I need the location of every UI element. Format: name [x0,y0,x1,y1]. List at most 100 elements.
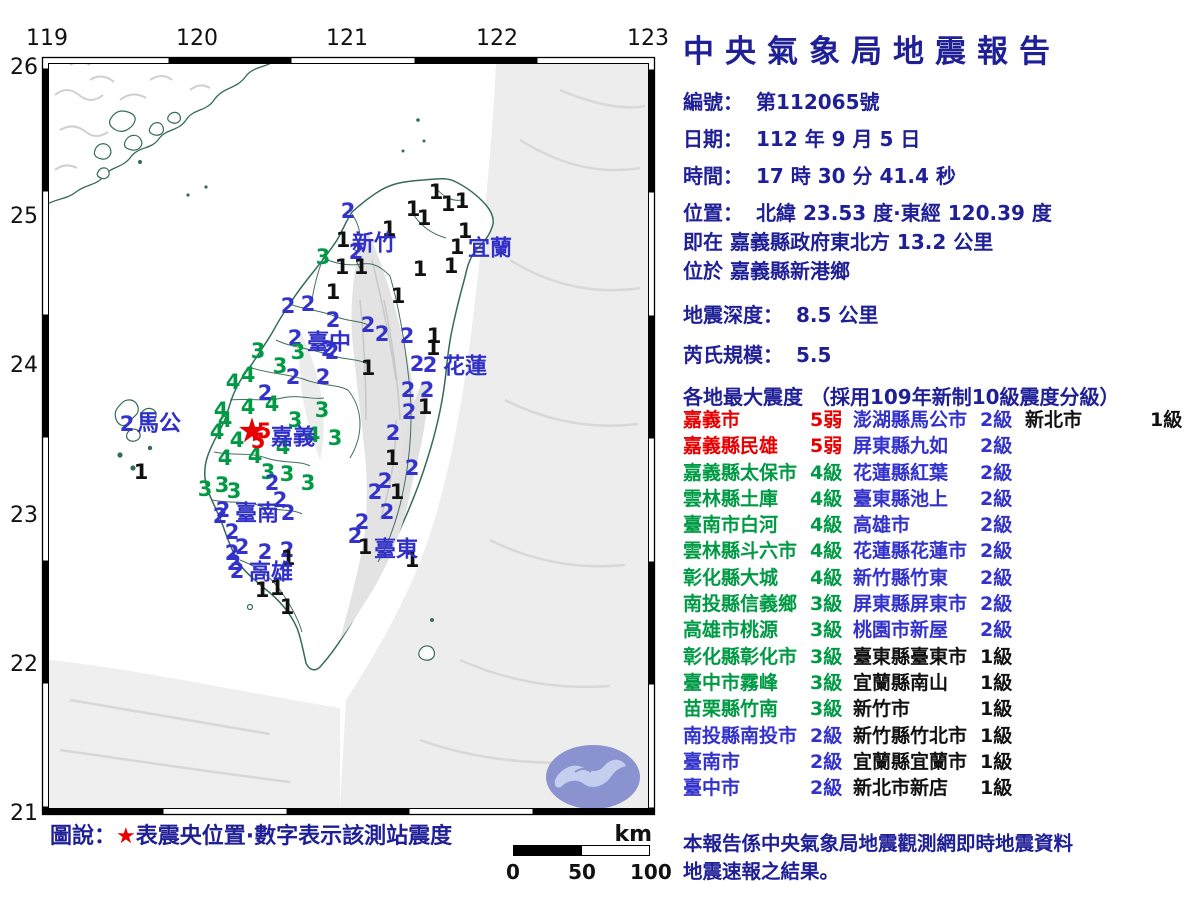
station-intensity-number: 2 [410,352,425,376]
station-intensity-number: 1 [455,189,470,213]
cwb-logo [546,745,640,809]
station-intensity-number: 2 [368,480,383,504]
station-intensity-number: 2 [401,378,416,402]
station-intensity-number: 2 [281,501,296,525]
station-intensity-number: 2 [325,340,340,364]
station-intensity-number: 1 [385,446,400,470]
intensity-level: 1級 [980,671,1013,694]
station-intensity-number: 3 [315,398,330,422]
scalebar-white-segment [581,845,650,856]
station-intensity-number: 4 [276,435,291,459]
station-intensity-number: 2 [288,326,303,350]
station-intensity-number: 2 [402,400,417,424]
station-intensity-number: 2 [216,498,231,522]
map-frame [41,56,656,816]
intensity-level: 1級 [980,724,1013,747]
legend-prefix: 圖說： [50,824,117,849]
station-intensity-number: 2 [423,353,438,377]
map-city-label: 新竹 [352,231,396,257]
station-intensity-number: 2 [230,559,245,583]
station-intensity-number: 1 [406,197,421,221]
intensity-level: 1級 [980,698,1013,721]
station-intensity-number: 1 [280,595,295,619]
station-intensity-number: 5 [251,429,266,453]
station-intensity-number: 2 [380,500,395,524]
penghu-islands [114,399,157,471]
intensity-level: 4級 [810,566,843,589]
field-township: 位於 嘉義縣新港鄉 [683,259,850,283]
sea-relief-texture [49,64,648,808]
map-city-label: 宜蘭 [468,236,512,262]
longitude-tick: 121 [326,26,368,51]
station-intensity-number: 3 [316,245,331,269]
longitude-tick: 120 [176,26,218,51]
intensity-level: 5弱 [810,409,843,431]
latitude-tick: 24 [10,353,38,378]
longitude-tick: 122 [476,26,518,51]
station-intensity-number: 2 [120,412,135,436]
intensity-level: 2級 [980,514,1013,537]
field-relative-position: 即在 嘉義縣政府東北方 13.2 公里 [683,230,994,254]
coastal-islands [93,110,182,180]
station-intensity-number: 1 [336,228,351,252]
station-intensity-number: 2 [361,313,376,337]
station-intensity-number: 1 [335,255,350,279]
field-report-number: 編號： 第112065號 [683,90,880,114]
station-intensity-number: 3 [280,462,295,486]
map-city-label: 臺南 [235,502,279,527]
intensity-location: 新竹縣竹北市 [853,724,968,747]
intensity-level: 3級 [810,619,843,642]
station-intensity-number: 3 [261,460,276,484]
intensity-location: 花蓮縣花蓮市 [853,540,968,563]
station-intensity-number: 2 [286,365,301,389]
latitude-axis: 26 25 24 23 22 21 [10,55,38,826]
station-intensity-number: 3 [227,479,242,503]
station-intensity-number: 2 [405,456,420,480]
intensity-level: 4級 [810,514,843,537]
station-intensity-number: 1 [413,257,428,281]
station-intensity-number: 2 [321,337,336,361]
latitude-tick: 23 [10,503,38,528]
intensity-level: 2級 [980,409,1013,431]
county-borders [211,185,463,633]
station-intensity-number: 1 [458,219,473,243]
report-panel: 中央氣象局地震報告 編號： 第112065號 日期： 112 年 9 月 5 日 時… [681,0,1200,900]
intensity-level: 1級 [980,777,1013,800]
station-intensity-number: 2 [258,381,273,405]
epicenter-star-glyph: ★ [116,824,136,849]
station-intensity-number: 1 [382,217,397,241]
intensity-location: 新北市新店 [853,777,949,800]
orchid-island [418,645,436,661]
intensity-location: 臺中市霧峰 [683,671,779,694]
station-intensity-number: 4 [241,395,256,419]
station-intensity-number: 2 [225,520,240,544]
intensity-level: 3級 [810,645,843,668]
station-intensity-number: 4 [218,408,233,432]
station-intensity-number: 4 [230,428,245,452]
station-intensity-number: 2 [375,322,390,346]
intensity-location: 臺南市 [683,750,741,773]
intensity-location: 宜蘭縣宜蘭市 [853,750,968,773]
intensity-level: 5弱 [810,435,843,458]
station-intensity-number: 2 [273,488,288,512]
station-intensity-number: 2 [348,524,363,548]
station-intensity-number: 1 [405,548,420,572]
station-intensity-number: 1 [417,206,432,230]
intensity-location: 嘉義縣太保市 [683,461,798,484]
station-intensity-number: 2 [213,504,228,528]
intensity-level: 4級 [810,487,843,510]
field-location: 位置： 北緯 23.53 度·東經 120.39 度 [683,201,1052,225]
station-intensity-number: 4 [241,363,256,387]
intensity-level: 2級 [980,487,1013,510]
station-intensity-number: 1 [134,460,149,484]
station-intensity-number: 4 [210,420,225,444]
longitude-tick: 123 [627,26,669,51]
station-intensity-number: 2 [400,324,415,348]
map-city-label: 花蓮 [443,354,487,380]
field-time: 時間： 17 時 30 分 41.4 秒 [683,164,956,188]
station-intensity-number: 2 [316,365,331,389]
intensity-table: 嘉義市 5弱 澎湖縣馬公市 2級 新北市 1級 嘉義縣民雄 5弱 屏東縣九如 2級 嘉義縣太保市 4級… [683,409,1200,803]
